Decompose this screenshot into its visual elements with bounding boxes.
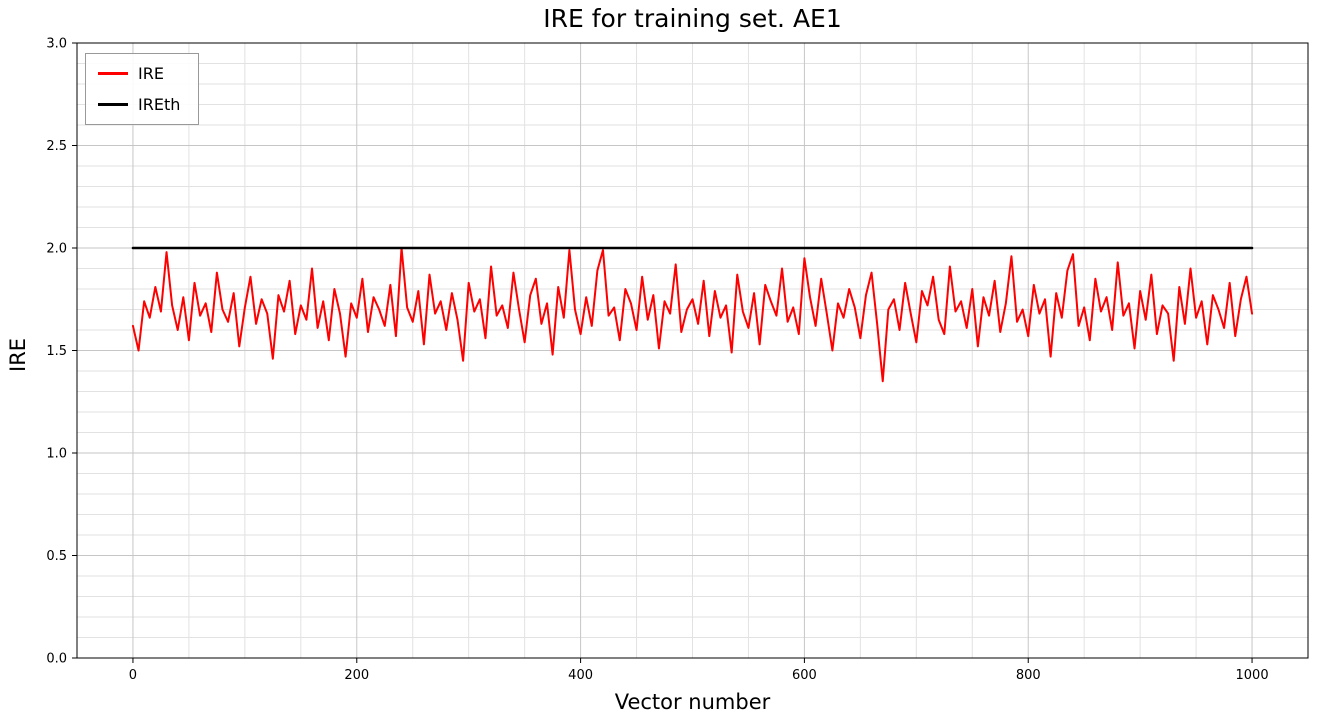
- svg-text:0: 0: [129, 668, 137, 683]
- svg-text:1000: 1000: [1236, 668, 1269, 683]
- svg-text:3.0: 3.0: [46, 37, 67, 52]
- svg-text:400: 400: [568, 668, 593, 683]
- legend-line-swatch-ire: [98, 72, 128, 75]
- svg-text:1.5: 1.5: [46, 344, 67, 359]
- x-axis-label: Vector number: [614, 690, 771, 714]
- svg-text:200: 200: [344, 668, 369, 683]
- svg-text:600: 600: [792, 668, 817, 683]
- legend-label-ireth: IREth: [138, 95, 181, 114]
- y-axis-label: IRE: [6, 337, 30, 372]
- legend: IRE IREth: [85, 53, 200, 125]
- svg-text:1.0: 1.0: [46, 447, 67, 462]
- svg-text:2.5: 2.5: [46, 139, 67, 154]
- svg-text:800: 800: [1016, 668, 1041, 683]
- legend-entry-ireth: IREth: [98, 95, 180, 114]
- svg-text:0.0: 0.0: [46, 652, 67, 667]
- svg-text:0.5: 0.5: [46, 549, 67, 564]
- svg-text:2.0: 2.0: [46, 242, 67, 257]
- chart-title: IRE for training set. AE1: [543, 4, 842, 33]
- legend-line-swatch-ireth: [98, 103, 128, 106]
- legend-entry-ire: IRE: [98, 64, 180, 83]
- legend-label-ire: IRE: [138, 64, 164, 83]
